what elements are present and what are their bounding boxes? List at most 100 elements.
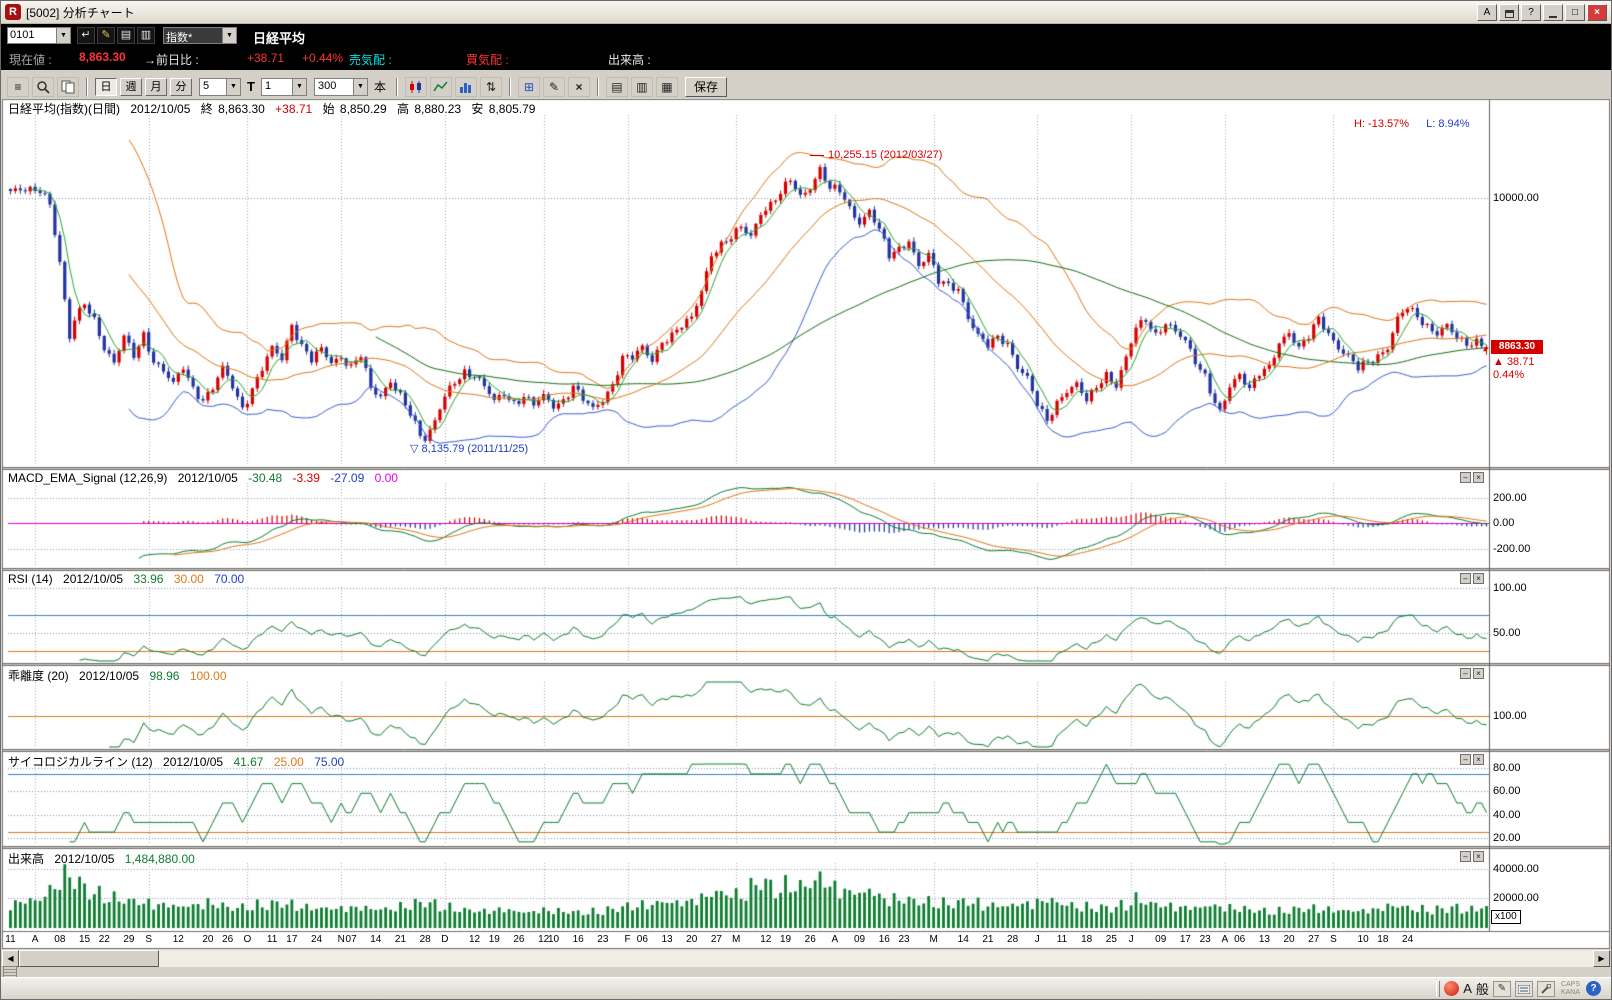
menu-button[interactable]: ≡ bbox=[7, 76, 29, 97]
panel-minimize-button[interactable]: – bbox=[1460, 668, 1471, 679]
rsi-panel-buttons: – × bbox=[1460, 573, 1484, 584]
x-axis-label: J bbox=[1128, 934, 1134, 945]
maximize-button[interactable]: □ bbox=[1565, 3, 1585, 21]
ime-conversion-mode-button[interactable]: 般 bbox=[1475, 982, 1489, 997]
panel-minimize-button[interactable]: – bbox=[1460, 754, 1471, 765]
x-axis-label: 29 bbox=[123, 934, 135, 945]
help-button[interactable]: ? bbox=[1521, 3, 1541, 21]
panel-close-button[interactable]: × bbox=[1473, 851, 1484, 862]
document-icon: ▦ bbox=[661, 79, 673, 94]
macd-date: 2012/10/05 bbox=[177, 471, 238, 485]
scroll-left-button[interactable]: ◀ bbox=[2, 950, 19, 967]
erase-button[interactable]: × bbox=[567, 76, 590, 97]
draw-button[interactable]: ✎ bbox=[542, 76, 565, 97]
period-week-button[interactable]: 週 bbox=[120, 77, 142, 96]
period-minute-button[interactable]: 分 bbox=[170, 77, 192, 96]
y-axis-label: 200.00 bbox=[1493, 491, 1527, 504]
scrollbar-track[interactable] bbox=[159, 950, 1593, 967]
period-month-button[interactable]: 月 bbox=[145, 77, 167, 96]
updown-arrows-button[interactable]: ⇅ bbox=[479, 76, 502, 97]
ime-language-icon[interactable] bbox=[1444, 981, 1460, 996]
pencil-icon: ✎ bbox=[101, 29, 111, 41]
x-axis-label: 12 bbox=[538, 934, 550, 945]
chart-area: 日経平均(指数)(日間) 2012/10/05 終 8,863.30 +38.7… bbox=[2, 99, 1610, 949]
change-value: +38.71 bbox=[275, 102, 313, 116]
ime-help-button[interactable]: ? bbox=[1586, 981, 1601, 996]
x-axis-label: F bbox=[624, 934, 631, 945]
page-icon: ▥ bbox=[140, 29, 152, 41]
grid-toggle-button[interactable]: ⊞ bbox=[517, 76, 540, 97]
interval-combobox[interactable]: 1 ▼ bbox=[260, 77, 307, 96]
deviation-value: 98.96 bbox=[149, 669, 180, 683]
x-axis-label: 11 bbox=[1056, 934, 1068, 945]
y-axis-label: 100.00 bbox=[1493, 709, 1527, 722]
close-button[interactable]: × bbox=[1587, 3, 1607, 21]
x-axis-label: 16 bbox=[878, 934, 890, 945]
x-axis-label: 19 bbox=[488, 934, 500, 945]
t-label: T bbox=[247, 79, 255, 94]
high-label: 高 bbox=[396, 102, 409, 116]
line-chart-button[interactable] bbox=[429, 76, 452, 97]
panel-close-button[interactable]: × bbox=[1473, 668, 1484, 679]
ime-keyboard-button[interactable] bbox=[1514, 980, 1533, 997]
x-axis-label: 20 bbox=[686, 934, 698, 945]
bid-label: 買気配 : bbox=[466, 53, 509, 67]
template3-button[interactable]: ▦ bbox=[655, 76, 678, 97]
minimize-button[interactable] bbox=[1543, 3, 1563, 21]
ime-toolbar-grip[interactable] bbox=[1436, 980, 1441, 997]
macd-zero-value: 0.00 bbox=[374, 471, 398, 485]
scrollbar-thumb[interactable] bbox=[19, 950, 159, 967]
dropdown-arrow-icon[interactable]: ▼ bbox=[352, 78, 367, 95]
panel-minimize-button[interactable]: – bbox=[1460, 851, 1471, 862]
panel-close-button[interactable]: × bbox=[1473, 472, 1484, 483]
chart-canvas[interactable] bbox=[2, 99, 1610, 949]
toolbar-separator bbox=[508, 77, 511, 96]
horizontal-scrollbar[interactable]: ◀ ▶ bbox=[2, 950, 1610, 967]
x-axis-label: 17 bbox=[1179, 934, 1191, 945]
enter-button[interactable]: ↵ bbox=[77, 27, 95, 44]
template2-button[interactable]: ▥ bbox=[630, 76, 653, 97]
dropdown-arrow-icon[interactable]: ▼ bbox=[56, 28, 70, 43]
psychological-panel-buttons: – × bbox=[1460, 754, 1484, 765]
ime-input-mode-button[interactable]: A bbox=[1463, 981, 1472, 996]
symbol-toolbar: 0101 ▼ ↵ ✎ ▤ ▥ 指数* ▼ 日経平均 bbox=[1, 24, 1611, 47]
copy-button[interactable] bbox=[57, 76, 79, 97]
dropdown-arrow-icon[interactable]: ▼ bbox=[226, 78, 240, 95]
peak-marker bbox=[810, 154, 824, 156]
panel-close-button[interactable]: × bbox=[1473, 573, 1484, 584]
scroll-right-button[interactable]: ▶ bbox=[1593, 950, 1610, 967]
candlestick-chart-button[interactable] bbox=[404, 76, 427, 97]
high-pct: H: -13.57% bbox=[1354, 118, 1410, 130]
panel-minimize-button[interactable]: – bbox=[1460, 573, 1471, 584]
dropdown-arrow-icon[interactable]: ▼ bbox=[291, 78, 306, 95]
memo-button[interactable]: ▤ bbox=[117, 27, 135, 44]
bars-count-combobox[interactable]: 300 ▼ bbox=[313, 77, 368, 96]
template1-button[interactable]: ▤ bbox=[605, 76, 628, 97]
dropdown-arrow-icon[interactable]: ▼ bbox=[222, 28, 236, 43]
font-size-button[interactable]: A bbox=[1477, 3, 1497, 21]
volume-title: 出来高 bbox=[8, 852, 45, 866]
panel-close-button[interactable]: × bbox=[1473, 754, 1484, 765]
page-button[interactable]: ▥ bbox=[137, 27, 155, 44]
x-axis-label: 13 bbox=[1258, 934, 1270, 945]
y-axis-label: -200.00 bbox=[1493, 543, 1531, 556]
layout-button[interactable] bbox=[1499, 3, 1519, 21]
close-label: 終 bbox=[200, 102, 213, 116]
market-combobox[interactable]: 指数* ▼ bbox=[163, 27, 237, 44]
ime-tools-button[interactable] bbox=[1536, 980, 1555, 997]
period-day-button[interactable]: 日 bbox=[95, 77, 117, 96]
ime-pen-button[interactable]: ✎ bbox=[1492, 980, 1511, 997]
volume-unit-label: x100 bbox=[1491, 910, 1521, 924]
window-title: [5002] 分析チャート bbox=[26, 5, 135, 20]
search-button[interactable] bbox=[32, 76, 54, 97]
ma-period-combobox[interactable]: 5 ▼ bbox=[199, 77, 241, 96]
panel-minimize-button[interactable]: – bbox=[1460, 472, 1471, 483]
search-icon bbox=[37, 80, 50, 94]
edit-button[interactable]: ✎ bbox=[97, 27, 115, 44]
volume-chart-button[interactable] bbox=[454, 76, 477, 97]
psychological-title: サイコロジカルライン (12) bbox=[8, 755, 153, 769]
rsi-panel-header: RSI (14) 2012/10/05 33.96 30.00 70.00 bbox=[8, 572, 251, 586]
symbol-code-combobox[interactable]: 0101 ▼ bbox=[7, 27, 71, 44]
save-button[interactable]: 保存 bbox=[684, 76, 727, 97]
